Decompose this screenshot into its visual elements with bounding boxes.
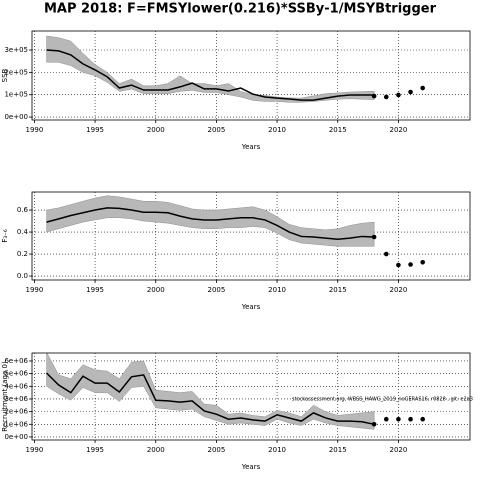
y-axis-label: SSB xyxy=(1,68,9,82)
y-tick-label: 3e+06 xyxy=(4,395,28,403)
y-tick-label: 1e+06 xyxy=(4,420,28,428)
x-tick-label: 2010 xyxy=(268,286,286,294)
x-axis-label: Years xyxy=(241,143,261,151)
y-axis-label: Recruitment (age 0) xyxy=(1,361,9,432)
y-tick-label: 4e+06 xyxy=(4,382,28,390)
projection-point xyxy=(371,93,377,99)
x-tick-label: 2020 xyxy=(390,286,408,294)
y-tick-label: 2e+05 xyxy=(4,68,28,76)
x-tick-label: 1995 xyxy=(86,446,104,454)
estimate-line xyxy=(46,49,375,101)
projection-point xyxy=(396,262,401,268)
projection-point xyxy=(371,421,377,427)
y-tick-label: 5e+06 xyxy=(4,370,28,378)
projection-point xyxy=(420,416,425,422)
x-tick-label: 2005 xyxy=(208,126,226,134)
projection-point xyxy=(371,234,377,240)
axes-frame xyxy=(31,352,471,441)
plot-area xyxy=(32,353,470,440)
projection-point xyxy=(420,85,425,91)
x-tick-label: 1990 xyxy=(26,446,44,454)
x-tick-label: 2015 xyxy=(329,286,347,294)
plot-area xyxy=(32,31,470,120)
x-tick-label: 2000 xyxy=(147,446,165,454)
y-tick-label: 3e+05 xyxy=(4,46,28,54)
projection-point xyxy=(408,89,413,95)
x-tick-label: 2005 xyxy=(208,286,226,294)
x-tick-label: 1995 xyxy=(86,286,104,294)
estimate-line xyxy=(46,372,375,426)
x-tick-label: 2015 xyxy=(329,446,347,454)
x-axis-label: Years xyxy=(241,303,261,311)
axes-frame xyxy=(31,30,471,121)
estimate-line xyxy=(46,207,375,240)
x-tick-label: 2015 xyxy=(329,126,347,134)
x-tick-label: 2005 xyxy=(208,446,226,454)
x-tick-label: 2020 xyxy=(390,126,408,134)
y-tick-label: 0.2 xyxy=(17,250,28,258)
x-tick-label: 2020 xyxy=(390,446,408,454)
projection-point xyxy=(396,416,401,422)
y-tick-label: 0e+00 xyxy=(4,433,28,441)
projection-point xyxy=(383,94,389,100)
confidence-band xyxy=(46,353,375,430)
projection-point xyxy=(408,416,413,422)
x-tick-label: 2000 xyxy=(147,286,165,294)
y-tick-label: 2e+06 xyxy=(4,408,28,416)
y-tick-label: 0e+00 xyxy=(4,113,28,121)
y-tick-label: 0.6 xyxy=(17,206,29,214)
projection-point xyxy=(420,259,425,265)
projection-point xyxy=(383,416,389,422)
x-axis-label: Years xyxy=(241,463,261,471)
projection-point xyxy=(383,251,389,257)
y-axis-label: F₃₋₆ xyxy=(1,229,9,243)
confidence-band xyxy=(46,35,375,103)
annotation: stockassessment.org, WBSS_HAWG_2019_noGE… xyxy=(292,397,473,403)
y-tick-label: 6e+06 xyxy=(4,357,28,365)
figure-title: MAP 2018: F=FMSYlower(0.216)*SSBy-1/MSYB… xyxy=(44,2,437,17)
y-tick-label: 0.4 xyxy=(17,228,29,236)
projection-point xyxy=(408,262,413,267)
y-tick-label: 1e+05 xyxy=(4,91,28,99)
x-tick-label: 1990 xyxy=(26,126,44,134)
x-tick-label: 1995 xyxy=(86,126,104,134)
x-tick-label: 2010 xyxy=(268,446,286,454)
x-tick-label: 2000 xyxy=(147,126,165,134)
axes-frame xyxy=(31,191,471,281)
x-tick-label: 2010 xyxy=(268,126,286,134)
x-tick-label: 1990 xyxy=(26,286,44,294)
y-tick-label: 0.0 xyxy=(17,272,28,280)
plot-area xyxy=(32,192,470,280)
projection-point xyxy=(396,92,401,98)
